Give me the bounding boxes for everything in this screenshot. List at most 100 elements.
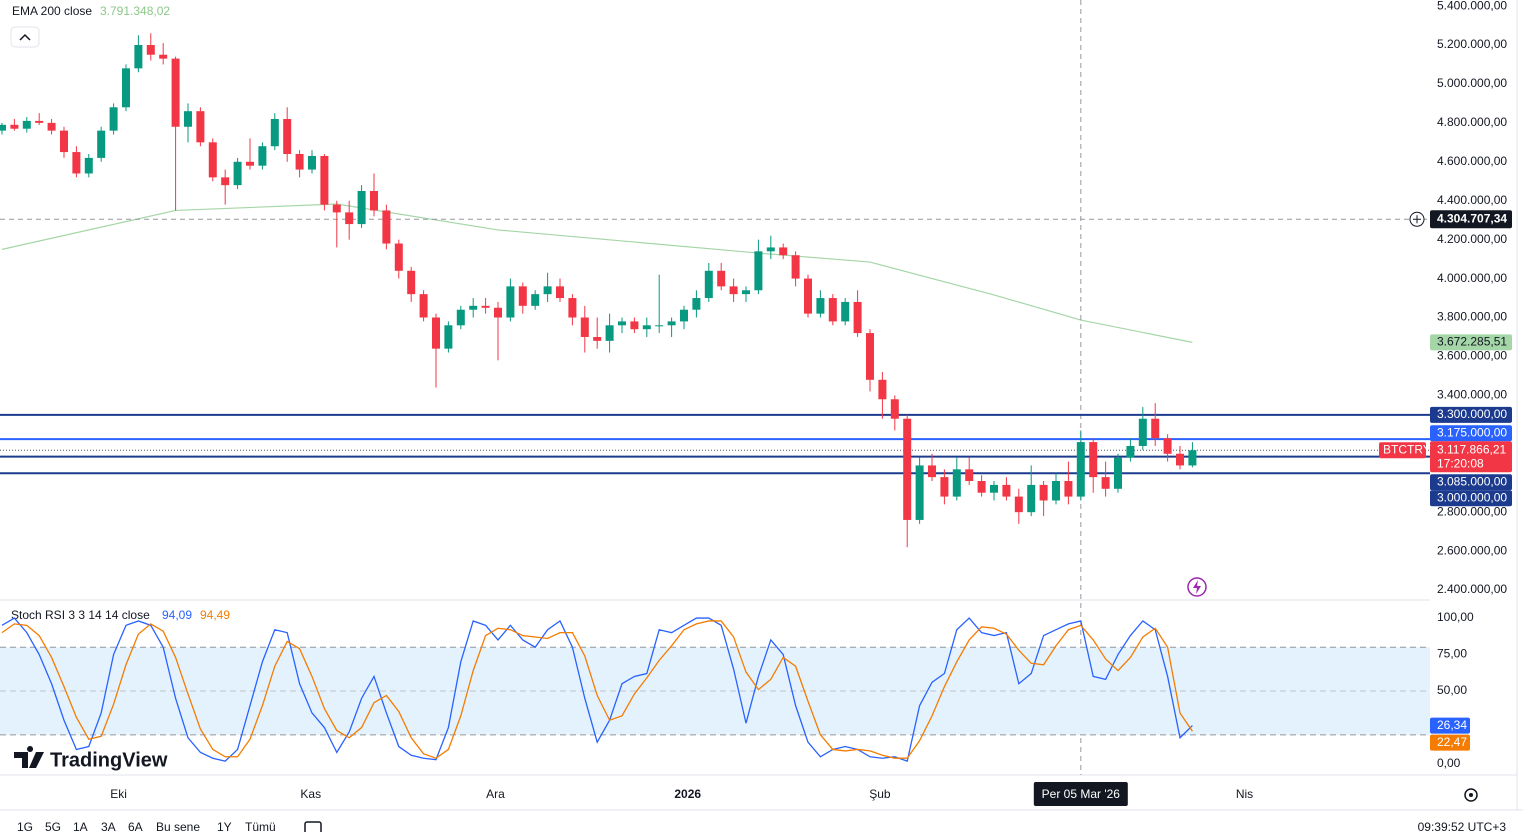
- candle-body: [196, 111, 205, 143]
- logo: TradingView: [14, 746, 168, 771]
- y-tick-label: 50,00: [1437, 683, 1467, 697]
- candle-body: [493, 307, 502, 318]
- crosshair-price-label: 4.304.707,34: [1437, 211, 1507, 225]
- clock: 09:39:52 UTC+3: [1418, 820, 1507, 832]
- candle-body: [221, 177, 230, 186]
- y-tick-label: 100,00: [1437, 610, 1474, 624]
- x-tick-label: Nis: [1236, 787, 1253, 801]
- range-button[interactable]: 6A: [128, 820, 143, 832]
- candle-body: [580, 317, 589, 337]
- settings-icon[interactable]: [1464, 788, 1478, 802]
- range-button[interactable]: 1A: [73, 820, 88, 832]
- stoch-line: [1, 620, 1193, 759]
- candle-body: [828, 298, 837, 322]
- calendar-icon[interactable]: [304, 821, 322, 832]
- candle-body: [568, 298, 577, 318]
- candle-body: [332, 204, 341, 213]
- y-tick-label: 0,00: [1437, 756, 1461, 770]
- level-label: 3.300.000,00: [1437, 407, 1507, 421]
- candle-body: [1064, 481, 1073, 497]
- candle-body: [382, 210, 391, 244]
- y-tick-label: 2.400.000,00: [1437, 582, 1507, 596]
- stoch-title: Stoch RSI 3 3 14 14 close: [11, 608, 150, 622]
- candle-body: [1089, 442, 1098, 478]
- range-button[interactable]: 1G: [17, 820, 33, 832]
- candle-body: [679, 309, 688, 322]
- add-alert-plus: [1413, 215, 1421, 224]
- candle-body: [407, 270, 416, 295]
- candle-body: [1027, 484, 1036, 513]
- candle-body: [952, 469, 961, 497]
- candle-body: [990, 484, 999, 493]
- candle-body: [977, 481, 986, 493]
- candle-body: [518, 286, 527, 306]
- candle-body: [555, 286, 564, 299]
- candle-body: [1176, 453, 1185, 466]
- candle-body: [245, 161, 254, 166]
- level-label-bg: [1430, 425, 1512, 442]
- indicator-value: 3.791.348,02: [100, 4, 170, 18]
- brand: TradingView: [50, 749, 168, 771]
- candle-body: [791, 255, 800, 279]
- range-button[interactable]: 3A: [101, 820, 116, 832]
- indicator-name: EMA 200 close: [12, 4, 92, 18]
- range-button[interactable]: Tümü: [245, 820, 276, 832]
- candle-body: [320, 155, 329, 205]
- ema-label: 3.672.285,51: [1437, 335, 1507, 349]
- candle-body: [531, 294, 540, 306]
- candle-body: [146, 45, 155, 55]
- candle-body: [469, 305, 478, 310]
- candle-body: [270, 118, 279, 147]
- candle-body: [866, 333, 875, 380]
- y-tick-label: 4.200.000,00: [1437, 232, 1507, 246]
- candle-body: [1014, 496, 1023, 513]
- candle-body: [295, 154, 304, 170]
- stoch-k-value: 94,09: [162, 608, 192, 622]
- crosshair-price-bg: [1430, 210, 1512, 229]
- candle-body: [109, 107, 118, 131]
- candle-body: [444, 325, 453, 349]
- x-tick-label: Kas: [300, 787, 321, 801]
- candle-body: [419, 294, 428, 318]
- level-label-bg: [1430, 490, 1512, 507]
- stoch-last-bg: [1430, 734, 1470, 751]
- candle-body: [307, 155, 316, 170]
- x-tick-label: Şub: [869, 787, 891, 801]
- crosshair-date-bg: [1033, 782, 1128, 806]
- y-tick-label: 3.600.000,00: [1437, 349, 1507, 363]
- candle-body: [742, 290, 751, 295]
- level-label-bg: [1430, 406, 1512, 423]
- candle-body: [1052, 481, 1061, 501]
- candle-body: [283, 118, 292, 155]
- candle-body: [394, 243, 403, 271]
- candle-body: [97, 130, 106, 158]
- crosshair-date-label: Per 05 Mar '26: [1042, 787, 1121, 801]
- candle-body: [481, 305, 490, 308]
- candle-body: [1163, 438, 1172, 454]
- candle-body: [345, 212, 354, 225]
- x-tick-label: Eki: [110, 787, 127, 801]
- candle-body: [1151, 418, 1160, 439]
- range-button[interactable]: 1Y: [217, 820, 232, 832]
- range-button[interactable]: Bu sene: [156, 820, 200, 832]
- candle-body: [35, 120, 44, 123]
- candle-body: [605, 325, 614, 341]
- candle-body: [804, 278, 813, 314]
- candle-body: [1039, 484, 1048, 501]
- candle-body: [84, 157, 93, 174]
- candle-body: [667, 321, 676, 326]
- candle-body: [22, 120, 31, 129]
- candle-body: [655, 325, 664, 327]
- range-button[interactable]: 5G: [45, 820, 61, 832]
- candle-body: [1076, 442, 1085, 497]
- candle-body: [1138, 418, 1147, 446]
- candle-body: [965, 469, 974, 482]
- y-tick-label: 4.800.000,00: [1437, 115, 1507, 129]
- candle-body: [617, 321, 626, 326]
- collapse-button[interactable]: [10, 26, 40, 48]
- candle-body: [642, 325, 651, 330]
- alert-icon[interactable]: [1187, 577, 1207, 597]
- symbol-tag-bg: [1379, 442, 1426, 459]
